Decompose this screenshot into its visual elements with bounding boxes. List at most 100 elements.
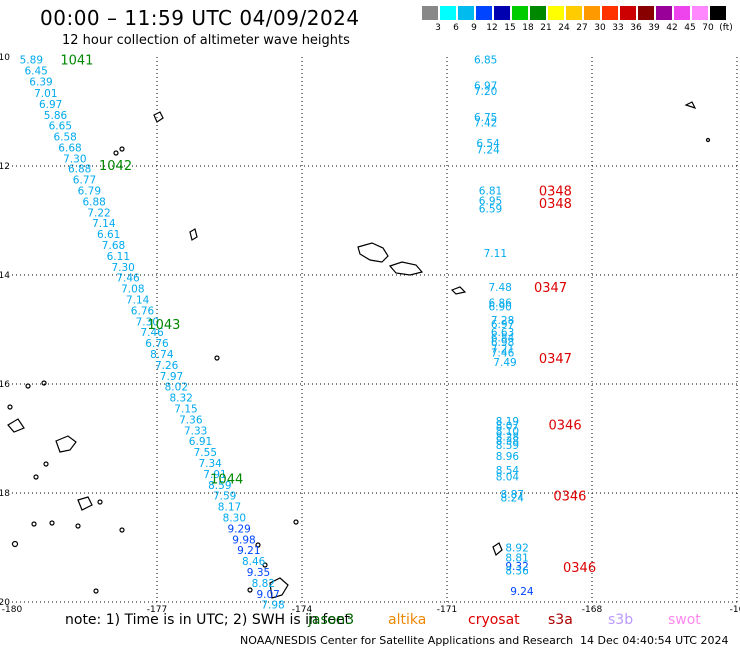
island <box>11 540 19 548</box>
legend-entry-s3a: s3a <box>548 612 573 628</box>
scale-swatch <box>548 6 564 20</box>
latitude-label: 12 <box>0 162 10 172</box>
island <box>41 380 47 386</box>
island <box>705 137 711 143</box>
swh-value: 8.96 <box>496 451 520 463</box>
swh-value: 7.59 <box>213 491 236 503</box>
island <box>255 542 261 548</box>
swh-value: 6.76 <box>131 305 155 317</box>
island <box>49 520 55 526</box>
swh-value: 7.46 <box>140 327 164 339</box>
scale-swatch <box>656 6 672 20</box>
swh-value: 7.15 <box>174 404 197 416</box>
scale-label: 30 <box>594 23 606 33</box>
legend-entry-cryosat: cryosat <box>468 612 520 628</box>
swh-value: 6.81 <box>479 186 502 198</box>
scale-swatch <box>458 6 474 20</box>
island <box>450 286 467 295</box>
swh-value: 9.21 <box>237 545 260 557</box>
swh-value: 6.88 <box>82 196 105 208</box>
legend-entry-s3b: s3b <box>608 612 634 628</box>
scale-swatch <box>710 6 726 20</box>
swh-value: 6.86 <box>488 297 512 309</box>
swh-value: 7.01 <box>34 88 57 100</box>
island <box>31 521 37 527</box>
swh-value: 6.95 <box>479 195 502 207</box>
swh-value: 7.11 <box>484 248 507 260</box>
swh-value: 5.86 <box>44 110 68 122</box>
swh-value: 8.38 <box>496 436 519 448</box>
swh-value: 7.55 <box>194 447 217 459</box>
swh-value: 6.59 <box>479 204 502 216</box>
swh-value: 7.36 <box>179 414 203 426</box>
swh-value: 7.68 <box>102 240 125 252</box>
island <box>269 577 289 599</box>
island <box>43 461 49 467</box>
pass-number-label: 0346 <box>549 418 582 433</box>
island <box>214 355 220 361</box>
swh-value: 8.59 <box>208 480 231 492</box>
swh-value: 7.14 <box>126 295 150 307</box>
island <box>388 261 424 276</box>
swh-value: 8.59 <box>496 440 519 452</box>
footer-timestamp: 14 Dec 04:40:54 UTC 2024 <box>580 634 729 647</box>
swh-points: 5.896.456.397.016.975.866.656.586.687.30… <box>20 55 534 612</box>
scale-label: 18 <box>522 23 534 33</box>
scale-swatch <box>692 6 708 20</box>
island <box>262 562 268 568</box>
swh-value: 6.63 <box>491 327 514 339</box>
scale-label: 3 <box>435 23 441 33</box>
swh-value: 6.97 <box>474 80 497 92</box>
longitude-label: -174 <box>292 605 313 615</box>
longitude-label: -168 <box>582 605 603 615</box>
scale-swatch <box>566 6 582 20</box>
swh-value: 7.91 <box>203 469 226 481</box>
swh-value: 7.33 <box>184 425 207 437</box>
swh-value: 8.28 <box>496 431 519 443</box>
swh-value: 6.77 <box>73 175 96 187</box>
footer-credit: NOAA/NESDIS Center for Satellite Applica… <box>240 634 574 647</box>
scale-swatch <box>674 6 690 20</box>
swh-value: 7.20 <box>474 86 497 98</box>
swh-value: 7.49 <box>493 357 516 369</box>
swh-value: 7.98 <box>261 600 284 612</box>
pass-number-label: 1042 <box>99 159 132 174</box>
scale-label: 27 <box>576 23 588 33</box>
scale-label: 36 <box>630 23 642 33</box>
swh-value: 6.97 <box>39 99 62 111</box>
scale-label: 24 <box>558 23 570 33</box>
swh-value: 8.04 <box>496 472 520 484</box>
scale-swatch <box>494 6 510 20</box>
swh-value: 9.24 <box>510 586 534 598</box>
swh-value: 7.30 <box>63 153 86 165</box>
island <box>93 588 99 594</box>
swh-value: 9.35 <box>247 567 270 579</box>
latitude-label: 18 <box>0 489 10 499</box>
longitude-label: -171 <box>437 605 457 615</box>
island <box>357 242 389 263</box>
swh-value: 6.58 <box>53 132 76 144</box>
swh-value: 7.30 <box>111 262 134 274</box>
pass-number-label: 0348 <box>539 197 572 212</box>
units-note: note: 1) Time is in UTC; 2) SWH is in fe… <box>65 612 351 628</box>
scale-label: 42 <box>666 23 678 33</box>
swh-value: 8.54 <box>496 465 520 477</box>
scale-label: 9 <box>471 23 477 33</box>
swh-value: 9.29 <box>227 523 250 535</box>
island <box>55 435 77 453</box>
map-title: 00:00 – 11:59 UTC 04/09/2024 <box>40 6 360 30</box>
scale-swatch <box>422 6 438 20</box>
swh-value: 7.24 <box>476 145 500 157</box>
scale-label: 12 <box>486 23 498 33</box>
island <box>7 404 13 410</box>
swh-value: 7.14 <box>92 218 116 230</box>
pass-number-label: 0346 <box>563 561 596 576</box>
island <box>189 228 198 241</box>
legend-entry-altika: altika <box>388 612 427 628</box>
swh-value: 6.45 <box>24 66 47 78</box>
island <box>77 496 93 511</box>
swh-value: 6.84 <box>491 333 515 345</box>
swh-value: 6.76 <box>145 338 169 350</box>
swh-value: 7.97 <box>160 371 183 383</box>
island <box>7 418 25 433</box>
